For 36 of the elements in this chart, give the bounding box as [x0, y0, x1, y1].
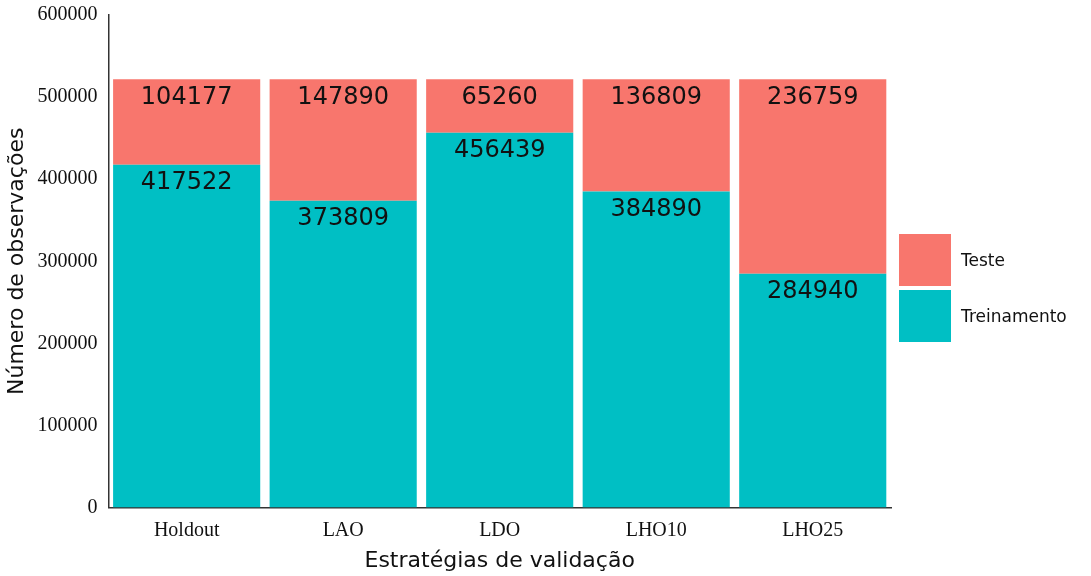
bar	[582, 191, 730, 508]
bar	[113, 79, 261, 165]
data-label: 373809	[297, 202, 389, 231]
x-tick-label: LAO	[322, 517, 364, 540]
data-label: 236759	[766, 81, 859, 110]
x-tick-label: LDO	[479, 517, 521, 540]
x-tick-label: Holdout	[153, 517, 220, 540]
data-label: 284940	[766, 275, 859, 304]
bar	[426, 79, 574, 133]
x-axis-title: Estratégias de validação	[364, 546, 635, 572]
x-tick-label: LHO10	[625, 517, 687, 540]
bar	[269, 200, 417, 508]
bar	[739, 273, 887, 508]
bar	[739, 79, 887, 274]
bar	[269, 79, 417, 201]
y-tick-label: 200000	[37, 330, 98, 353]
x-tick-label: LHO25	[782, 517, 844, 540]
data-label: 147890	[297, 81, 389, 110]
text: Treinamento	[961, 306, 1067, 326]
y-tick-label: 500000	[37, 84, 98, 107]
bar	[113, 164, 261, 508]
data-label: 136809	[610, 81, 703, 110]
data-label: 456439	[453, 135, 546, 164]
data-label: 384890	[610, 193, 703, 222]
y-tick-label: 400000	[37, 166, 98, 189]
y-tick-label: 600000	[37, 2, 98, 25]
data-label: 65260	[461, 81, 538, 110]
y-tick-label: 300000	[37, 248, 98, 271]
bar	[582, 79, 730, 192]
y-axis-title: Número de observações	[2, 127, 28, 395]
y-tick-label: 0	[87, 494, 98, 517]
data-label: 104177	[140, 81, 233, 110]
y-tick-label: 100000	[37, 412, 98, 435]
data-label: 417522	[140, 167, 233, 196]
bar	[426, 132, 574, 508]
text: Teste	[961, 250, 1005, 270]
